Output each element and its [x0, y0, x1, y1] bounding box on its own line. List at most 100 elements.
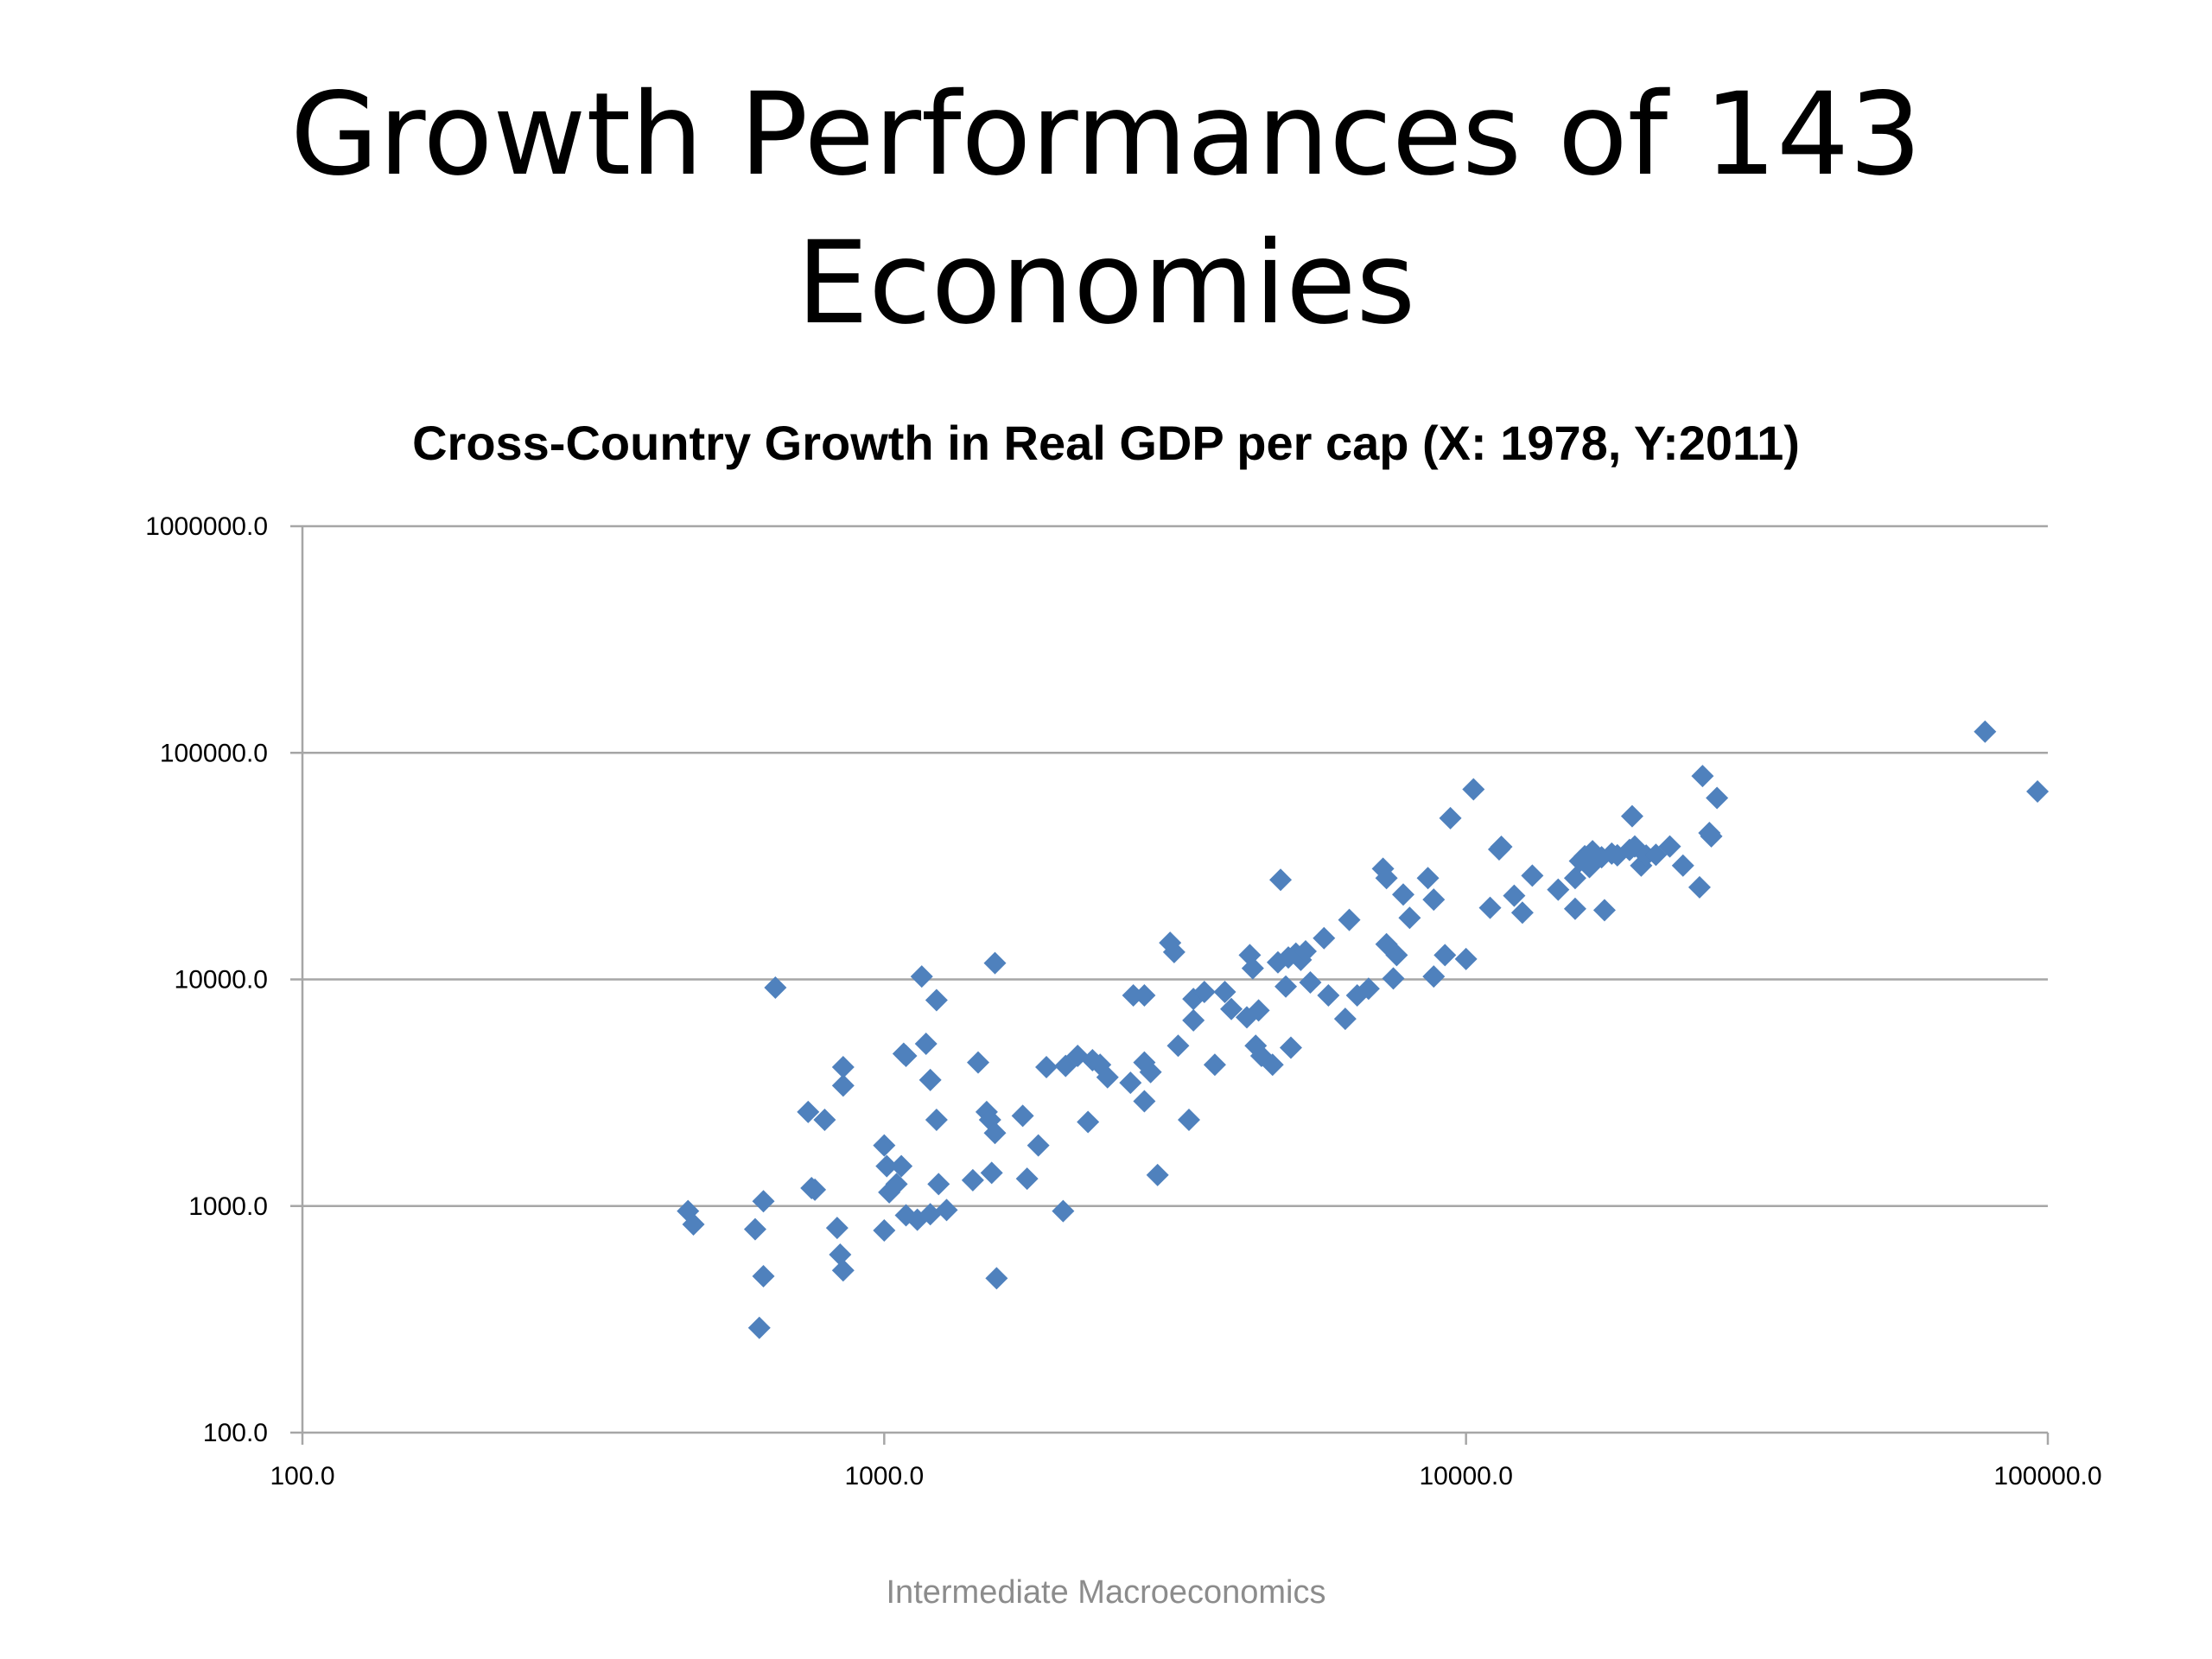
data-point: [1269, 868, 1293, 892]
data-point: [682, 1212, 705, 1236]
data-point: [918, 1203, 942, 1226]
data-point: [1162, 940, 1185, 963]
data-point: [1027, 1134, 1050, 1157]
data-point: [1392, 883, 1415, 906]
data-point: [1274, 975, 1298, 998]
slide-title-line2: Economies: [796, 217, 1416, 350]
data-point: [925, 1109, 948, 1132]
data-point: [1261, 1053, 1284, 1077]
data-point: [961, 1168, 984, 1192]
y-tick-labels: 100.0 1000.0 10000.0 100000.0 1000000.0: [145, 512, 268, 1447]
data-point: [873, 1134, 896, 1157]
data-point: [831, 1259, 855, 1282]
data-point: [1096, 1065, 1119, 1089]
data-point: [1077, 1110, 1100, 1134]
data-point: [980, 1161, 1003, 1185]
data-point: [764, 976, 787, 999]
data-point: [966, 1051, 989, 1074]
data-point: [797, 1100, 820, 1123]
data-point: [894, 1044, 918, 1067]
y-tick-label: 1000.0: [188, 1192, 268, 1221]
data-point: [1247, 999, 1270, 1022]
y-tick-label: 1000000.0: [145, 512, 268, 541]
data-point: [985, 1267, 1008, 1290]
x-tick-label: 100000.0: [1993, 1462, 2101, 1491]
y-tick-label: 100000.0: [160, 739, 268, 767]
x-tick-labels: 100.0 1000.0 10000.0 100000.0: [270, 1462, 2101, 1491]
gridlines: [302, 524, 2048, 1207]
data-point: [1333, 1007, 1357, 1031]
data-point: [1015, 1167, 1039, 1191]
data-point: [1385, 944, 1408, 967]
data-point: [1700, 824, 1723, 848]
data-point: [752, 1264, 775, 1287]
data-point: [1299, 970, 1322, 994]
y-tick-label: 10000.0: [175, 966, 268, 995]
data-point: [825, 1217, 849, 1240]
data-point: [1203, 1053, 1226, 1077]
data-point: [1706, 786, 1729, 810]
data-point: [752, 1190, 775, 1213]
data-point: [1011, 1104, 1034, 1128]
data-point: [1133, 984, 1156, 1007]
data-points: [677, 720, 2050, 1339]
data-point: [1313, 926, 1336, 950]
data-point: [890, 1154, 913, 1178]
data-point: [927, 1173, 950, 1196]
x-tick-label: 100.0: [270, 1462, 334, 1491]
data-point: [1620, 804, 1643, 828]
data-point: [1192, 981, 1216, 1004]
data-point: [1547, 878, 1570, 901]
data-point: [1375, 867, 1398, 890]
data-point: [747, 1316, 771, 1339]
data-point: [1439, 806, 1462, 830]
data-point: [1691, 765, 1714, 788]
data-point: [910, 965, 933, 988]
data-point: [983, 951, 1007, 975]
data-point: [831, 1056, 855, 1079]
data-point: [1182, 1008, 1205, 1032]
x-tick-label: 1000.0: [844, 1462, 924, 1491]
slide-title: Growth Performances of 143 Economies: [0, 60, 2212, 358]
data-point: [935, 1198, 958, 1222]
slide-footer: Intermediate Macroeconomics: [886, 1574, 1326, 1611]
data-point: [1213, 981, 1236, 1004]
data-point: [1503, 884, 1526, 907]
chart-title: Cross-Country Growth in Real GDP per cap…: [412, 416, 1800, 470]
data-point: [804, 1178, 827, 1201]
data-point: [1490, 835, 1513, 858]
data-point: [918, 1068, 942, 1091]
data-point: [1688, 875, 1711, 899]
data-point: [925, 988, 948, 1012]
data-point: [1035, 1056, 1058, 1079]
data-point: [1521, 864, 1544, 887]
data-point: [1422, 888, 1446, 912]
data-point: [1592, 899, 1616, 922]
data-point: [743, 1217, 766, 1241]
axes: [290, 524, 2050, 1445]
data-point: [2026, 780, 2050, 804]
data-point: [1510, 901, 1534, 925]
data-point: [1454, 947, 1478, 970]
data-point: [813, 1109, 836, 1132]
data-point: [1220, 997, 1243, 1020]
data-point: [1563, 867, 1586, 890]
data-point: [1658, 835, 1681, 858]
data-point: [1241, 957, 1264, 980]
data-point: [1382, 967, 1405, 990]
data-point: [875, 1154, 899, 1178]
data-point: [1478, 896, 1502, 919]
y-tick-label: 100.0: [203, 1419, 268, 1447]
data-point: [914, 1032, 938, 1055]
data-point: [1177, 1109, 1200, 1132]
data-point: [983, 1122, 1007, 1145]
slide-title-line1: Growth Performances of 143: [289, 68, 1923, 201]
data-point: [1671, 854, 1694, 877]
data-point: [1133, 1090, 1156, 1113]
data-point: [873, 1219, 896, 1243]
data-point: [1398, 906, 1421, 930]
data-point: [1974, 720, 1997, 743]
data-point: [831, 1074, 855, 1097]
data-point: [1317, 984, 1340, 1007]
